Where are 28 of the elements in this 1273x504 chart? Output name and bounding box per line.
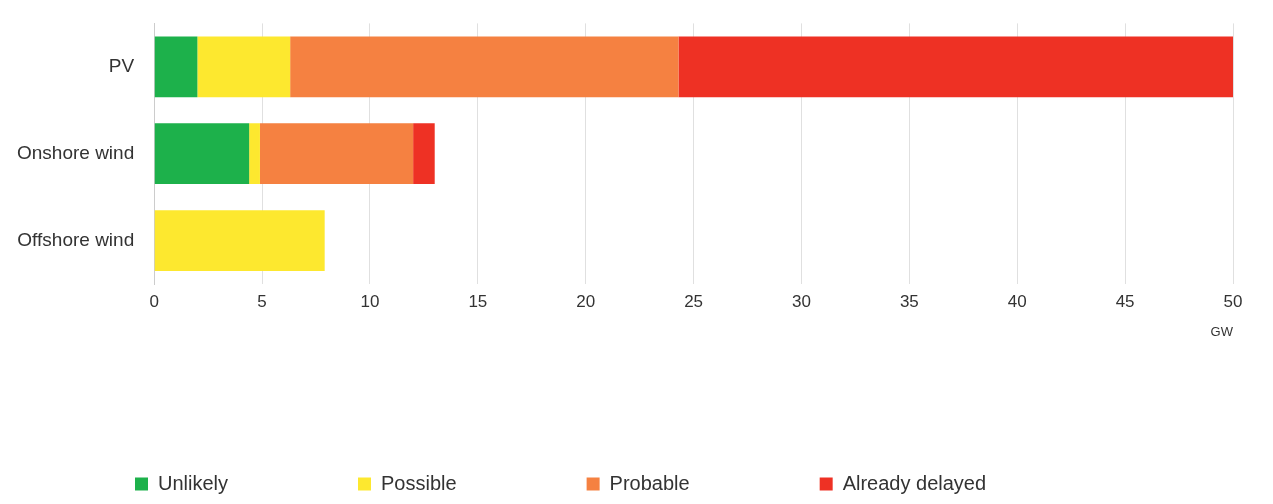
x-tick-label: 35 bbox=[899, 291, 919, 311]
bar bbox=[678, 36, 1233, 98]
legend-label: Unlikely bbox=[158, 471, 229, 494]
x-tick-label: 30 bbox=[792, 291, 811, 311]
y-tick-label: Onshore wind bbox=[16, 141, 135, 163]
bar bbox=[154, 123, 250, 185]
x-tick-label: 40 bbox=[1007, 291, 1027, 311]
bar bbox=[290, 36, 679, 98]
bar bbox=[259, 123, 414, 185]
x-tick-label: 15 bbox=[468, 291, 488, 311]
x-tick-label: 50 bbox=[1223, 291, 1243, 311]
x-tick-label: 25 bbox=[684, 291, 704, 311]
x-tick-label: 5 bbox=[257, 291, 267, 311]
legend-label: Probable bbox=[609, 471, 690, 494]
y-tick-label: PV bbox=[108, 55, 135, 77]
bar bbox=[197, 36, 291, 98]
bar bbox=[249, 123, 260, 185]
x-axis-title: GW bbox=[1210, 323, 1234, 339]
x-tick-label: 0 bbox=[149, 291, 159, 311]
bar bbox=[413, 123, 435, 185]
x-tick-label: 10 bbox=[360, 291, 380, 311]
y-tick-label: Offshore wind bbox=[17, 228, 135, 250]
x-tick-label: 20 bbox=[576, 291, 596, 311]
x-tick-label: 45 bbox=[1115, 291, 1135, 311]
legend-label: Possible bbox=[381, 471, 457, 494]
bar bbox=[154, 36, 198, 98]
bar bbox=[154, 210, 325, 271]
legend-label: Already delayed bbox=[842, 471, 987, 494]
